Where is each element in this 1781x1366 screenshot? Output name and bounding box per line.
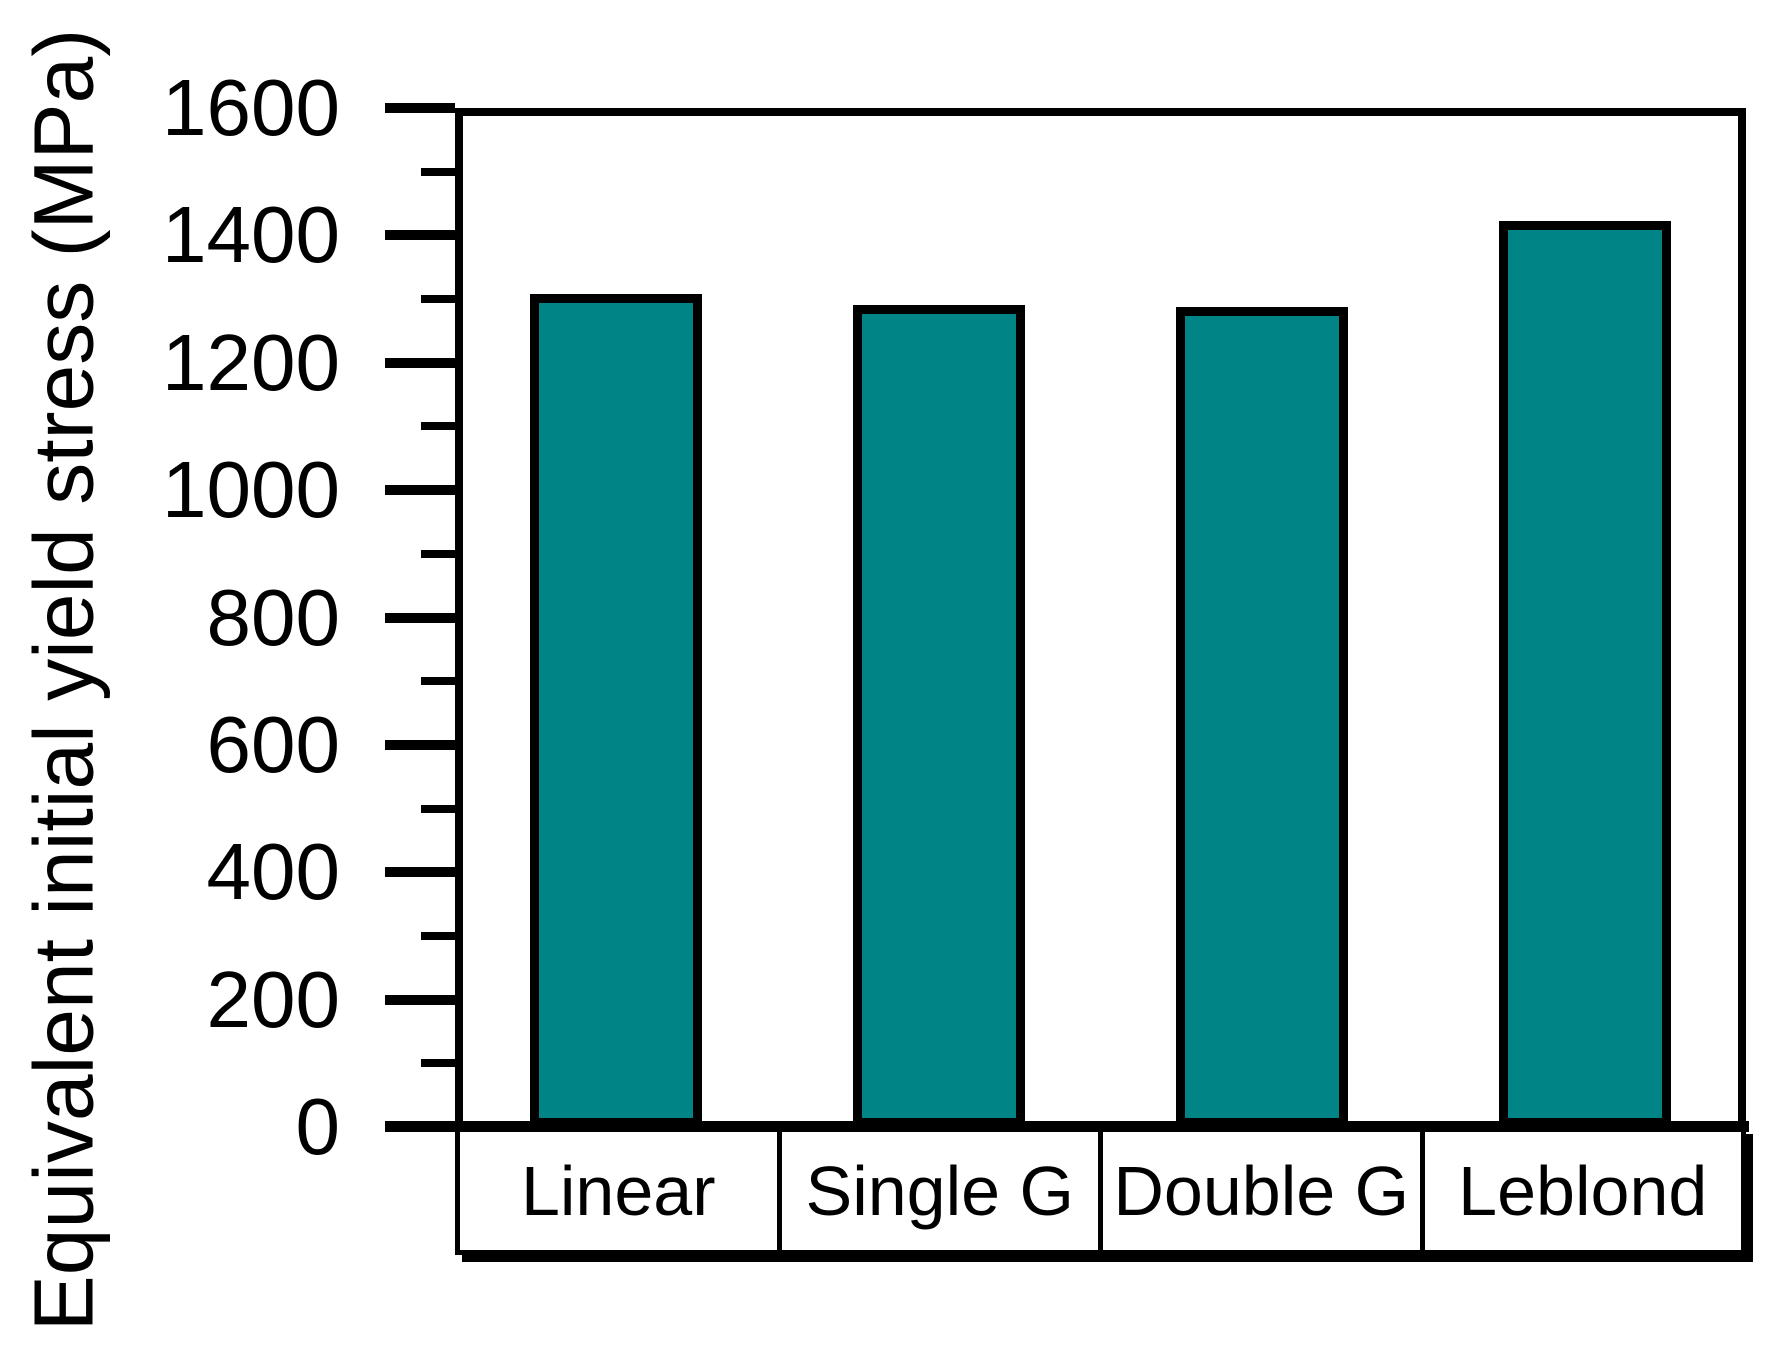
y-tick-label: 600 [206,700,340,789]
y-major-tick [385,485,455,495]
x-category-label-double-g: Double G [1098,1132,1420,1250]
y-major-tick [385,358,455,368]
y-tick-label: 0 [295,1082,341,1171]
x-axis-label-row: Linear Single G Double G Leblond [455,1127,1746,1255]
y-tick-label: 400 [206,827,340,916]
y-tick-label: 800 [206,573,340,662]
y-minor-tick [421,677,455,685]
y-major-tick [385,740,455,750]
y-minor-tick [421,295,455,303]
y-major-tick [385,230,455,240]
y-tick-label: 1000 [162,445,340,534]
y-tick-label: 1200 [162,318,340,407]
plot-area [455,108,1746,1127]
y-tick-label: 1400 [162,190,340,279]
x-category-label-leblond: Leblond [1419,1132,1742,1250]
y-tick-label: 200 [206,955,340,1044]
x-category-label-single-g: Single G [776,1132,1099,1250]
y-minor-tick [421,422,455,430]
y-major-tick [385,995,455,1005]
bar-single-g [853,305,1025,1127]
y-minor-tick [421,805,455,813]
y-major-tick [385,867,455,877]
y-major-tick [385,103,455,113]
bar-double-g [1176,307,1348,1127]
bar-leblond [1499,221,1671,1127]
x-category-label-linear: Linear [520,1152,716,1230]
y-major-tick [385,613,455,623]
bar-linear [530,294,702,1127]
y-minor-tick [421,168,455,176]
y-minor-tick [421,1059,455,1067]
y-minor-tick [421,932,455,940]
y-tick-label: 1600 [162,63,340,152]
x-axis-line [385,1121,1749,1132]
y-minor-tick [421,550,455,558]
